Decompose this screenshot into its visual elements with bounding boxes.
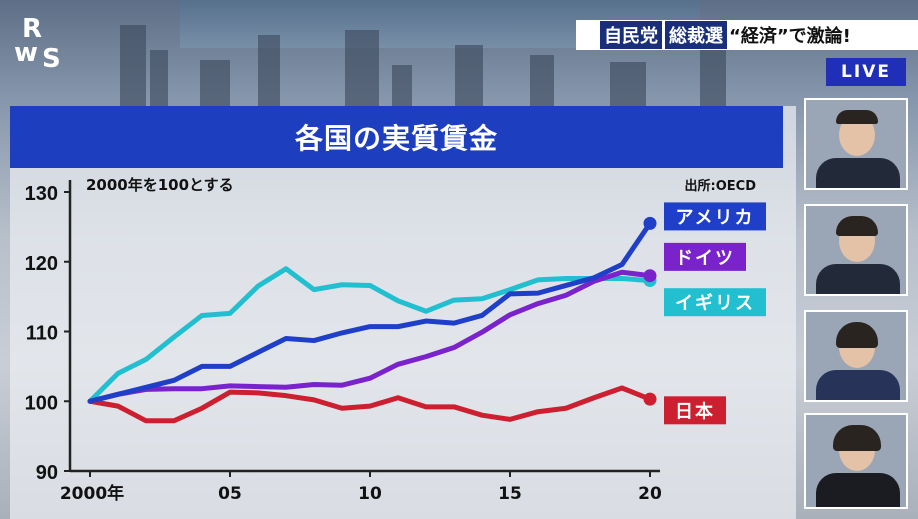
x-tick-label: 05 <box>218 484 242 504</box>
series-end-point <box>643 392 657 406</box>
headline-party: 自民党 <box>600 21 662 49</box>
headline-election: 総裁選 <box>665 21 727 49</box>
y-tick-label: 100 <box>25 392 58 414</box>
speaker-thumbnail-2 <box>804 204 908 296</box>
x-tick-label: 2000年 <box>60 483 124 504</box>
headline-topic: “経済”で激論! <box>729 26 851 47</box>
speaker-thumbnail-3 <box>804 310 908 402</box>
chart-note: 2000年を100とする <box>86 176 234 194</box>
legend-label: ドイツ <box>675 248 735 269</box>
series-line <box>87 220 653 404</box>
series-line <box>87 266 653 404</box>
live-badge: LIVE <box>826 58 906 86</box>
x-tick-label: 20 <box>638 484 662 504</box>
y-tick-label: 90 <box>36 462 58 484</box>
headline-banner: 自民党 総裁選 “経済”で激論! <box>576 20 918 50</box>
y-tick-label: 130 <box>25 183 58 205</box>
legend-label-box <box>664 242 746 271</box>
series-end-point <box>643 216 657 230</box>
legend-label-box <box>664 202 766 231</box>
legend-label: イギリス <box>675 293 755 314</box>
y-tick-label: 110 <box>26 323 58 345</box>
speaker-thumbnail-1 <box>804 98 908 190</box>
legend-label: 日本 <box>675 400 715 422</box>
legend-label-box <box>664 288 766 317</box>
x-tick-label: 10 <box>358 484 382 504</box>
series-end-point <box>643 269 657 283</box>
x-tick-label: 15 <box>498 484 522 504</box>
legend-label: アメリカ <box>675 207 754 228</box>
series-line <box>87 269 653 404</box>
legend-label-box <box>664 396 726 425</box>
speaker-thumbnail-4 <box>804 413 908 509</box>
station-logo: R w S <box>14 14 62 74</box>
chart-source: 出所:OECD <box>685 178 757 194</box>
series-line <box>87 385 653 424</box>
chart-title: 各国の実質賃金 <box>10 106 783 168</box>
y-tick-label: 120 <box>25 253 58 275</box>
